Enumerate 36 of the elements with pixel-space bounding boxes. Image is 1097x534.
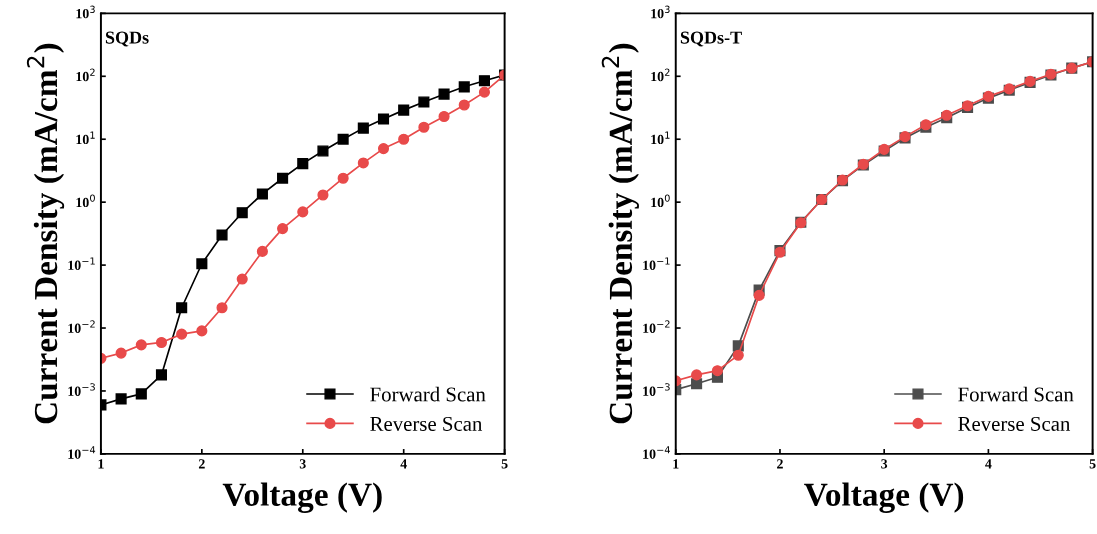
legend-label: Forward Scan xyxy=(958,386,1074,402)
y-axis-title: Current Density (mA/cm$^{2}$) xyxy=(601,43,639,424)
y-tick-label: 10$^{−3}$ xyxy=(68,383,95,396)
y-tick-label: 10$^{1}$ xyxy=(76,131,95,145)
y-tick-label: 10$^{2}$ xyxy=(76,68,95,82)
x-tick-label: 1 xyxy=(673,459,679,469)
x-tick-label: 4 xyxy=(400,459,407,469)
legend-label: Reverse Scan xyxy=(958,416,1071,431)
legend-label: Reverse Scan xyxy=(370,416,483,431)
x-tick-label: 2 xyxy=(198,459,205,469)
y-tick-label: 10$^{0}$ xyxy=(651,194,670,208)
x-tick-label: 5 xyxy=(501,459,508,469)
x-tick-label: 5 xyxy=(1089,459,1096,469)
x-tick-label: 2 xyxy=(777,459,783,469)
y-tick-label: 10$^{−1}$ xyxy=(68,257,95,270)
y-tick-label: 10$^{−2}$ xyxy=(643,320,670,333)
x-tick-label: 1 xyxy=(98,459,104,469)
annotation: SQDs-T xyxy=(680,31,742,47)
y-tick-label: 10$^{−1}$ xyxy=(643,257,670,270)
y-tick-label: 10$^{3}$ xyxy=(651,5,670,19)
y-tick-label: 10$^{−3}$ xyxy=(643,383,670,396)
y-tick-label: 10$^{3}$ xyxy=(76,5,95,19)
y-tick-label: 10$^{1}$ xyxy=(651,131,670,145)
legend-label: Forward Scan xyxy=(370,386,486,402)
annotation: SQDs xyxy=(105,31,149,47)
x-axis-title: Voltage (V) xyxy=(222,482,382,513)
x-tick-label: 4 xyxy=(985,459,992,469)
x-tick-label: 3 xyxy=(881,459,888,469)
y-tick-label: 10$^{−4}$ xyxy=(643,446,670,459)
y-tick-label: 10$^{0}$ xyxy=(76,194,95,208)
x-axis-title: Voltage (V) xyxy=(804,482,964,513)
y-tick-label: 10$^{2}$ xyxy=(651,68,670,82)
x-tick-label: 3 xyxy=(299,459,306,469)
y-tick-label: 10$^{−2}$ xyxy=(68,320,95,333)
y-tick-label: 10$^{−4}$ xyxy=(68,446,96,459)
y-axis-title: Current Density (mA/cm$^{2}$) xyxy=(26,43,65,424)
